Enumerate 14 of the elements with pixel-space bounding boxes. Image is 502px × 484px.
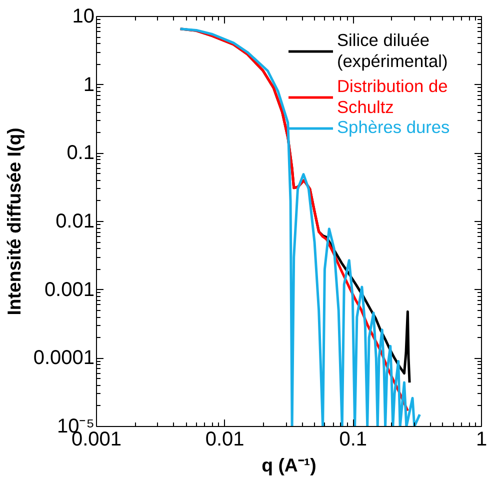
x-axis-title: q (A⁻¹) bbox=[262, 454, 316, 476]
legend-label: Distribution de Schultz bbox=[337, 76, 448, 118]
y-tick-label: 10 bbox=[72, 6, 95, 28]
y-tick-label: 0.001 bbox=[44, 278, 95, 301]
x-tick-label: 0.01 bbox=[205, 428, 244, 450]
y-tick-label: 1 bbox=[83, 74, 94, 96]
y-tick-label: 0.01 bbox=[56, 210, 95, 232]
x-tick-label: 1 bbox=[476, 428, 488, 450]
y-tick-label: 0.0001 bbox=[33, 347, 94, 370]
legend-label: Silice diluée (expérimental) bbox=[337, 30, 448, 72]
y-tick-label: 0.1 bbox=[66, 142, 95, 164]
x-tick-label: 0.1 bbox=[339, 428, 368, 450]
legend-label: Sphères dures bbox=[337, 117, 450, 138]
y-axis-title: Intensité diffusée I(q) bbox=[3, 128, 24, 316]
